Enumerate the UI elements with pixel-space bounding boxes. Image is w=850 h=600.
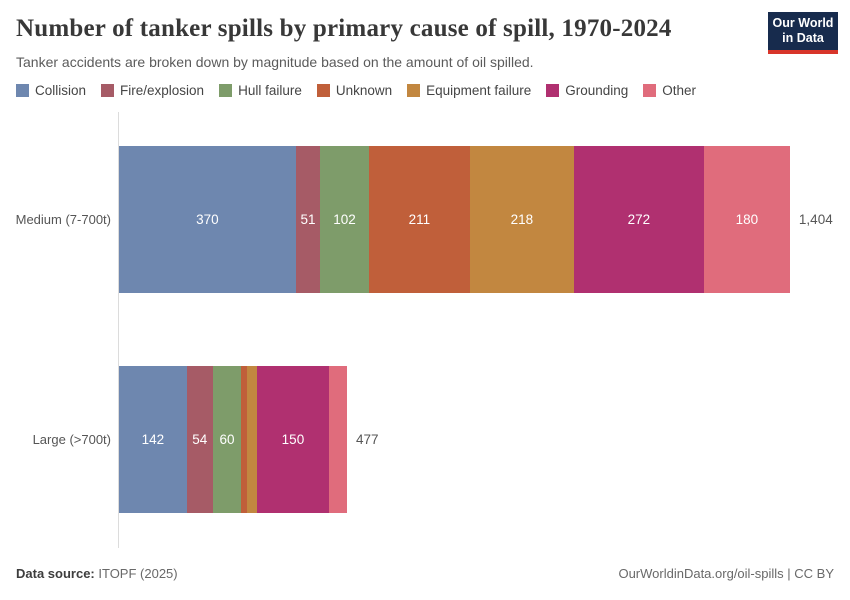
legend-label: Fire/explosion <box>120 83 205 98</box>
legend-item-collision[interactable]: Collision <box>16 83 86 98</box>
legend-label: Hull failure <box>238 83 302 98</box>
legend-swatch-icon <box>316 84 330 97</box>
category-label: Medium (7-700t) <box>15 211 111 227</box>
legend-item-hull-failure[interactable]: Hull failure <box>219 83 302 98</box>
legend-swatch-icon <box>219 84 233 97</box>
owid-logo[interactable]: Our World in Data <box>768 12 838 54</box>
legend-swatch-icon <box>16 84 29 97</box>
data-source: Data source: ITOPF (2025) <box>16 566 178 581</box>
stacked-bar: 142 54 60 150 <box>119 366 347 513</box>
legend-swatch-icon <box>546 84 560 97</box>
bar-total-label: 1,404 <box>798 212 833 227</box>
bar-segment-equipment-failure[interactable]: 218 <box>469 146 574 293</box>
legend-swatch-icon <box>643 84 657 97</box>
legend: Collision Fire/explosion Hull failure Unkno… <box>16 83 696 98</box>
legend-item-grounding[interactable]: Grounding <box>546 83 628 98</box>
category-label: Large (>700t) <box>32 431 111 447</box>
legend-label: Grounding <box>565 83 629 98</box>
bar-segment-fire-explosion[interactable]: 54 <box>186 366 213 513</box>
legend-item-fire-explosion[interactable]: Fire/explosion <box>101 83 204 98</box>
bar-segment-grounding[interactable]: 150 <box>257 366 329 513</box>
chart-subtitle: Tanker accidents are broken down by magn… <box>16 54 534 70</box>
bar-segment-collision[interactable]: 370 <box>119 146 296 293</box>
chart-area: Medium (7-700t) 370 51 102 211 218 272 180 1,404… <box>0 112 850 552</box>
footer-link[interactable]: OurWorldinData.org/oil-spills | CC BY <box>618 566 834 581</box>
legend-label: Equipment failure <box>426 83 532 98</box>
data-source-value: ITOPF (2025) <box>98 566 178 581</box>
data-source-label: Data source: <box>16 566 95 581</box>
bar-segment-fire-explosion[interactable]: 51 <box>295 146 321 293</box>
legend-label: Collision <box>35 83 87 98</box>
legend-swatch-icon <box>101 84 115 97</box>
legend-label: Unknown <box>335 83 393 98</box>
legend-item-equipment-failure[interactable]: Equipment failure <box>407 83 531 98</box>
bar-segment-collision[interactable]: 142 <box>119 366 187 513</box>
stacked-bar: 370 51 102 211 218 272 180 <box>119 146 790 293</box>
y-axis-line <box>118 112 119 548</box>
logo-text-line1: Our World <box>772 16 834 30</box>
bar-total-label: 477 <box>355 432 379 447</box>
legend-item-other[interactable]: Other <box>643 83 696 98</box>
bar-segment-equipment-failure[interactable] <box>247 366 258 513</box>
legend-swatch-icon <box>407 84 421 97</box>
legend-label: Other <box>662 83 697 98</box>
logo-text-line2: in Data <box>782 31 824 45</box>
bar-segment-grounding[interactable]: 272 <box>573 146 704 293</box>
bar-segment-unknown[interactable]: 211 <box>368 146 470 293</box>
bar-segment-other[interactable] <box>328 366 347 513</box>
chart-footer: Data source: ITOPF (2025) OurWorldinData… <box>16 566 834 581</box>
bar-segment-hull-failure[interactable]: 60 <box>212 366 242 513</box>
bar-segment-hull-failure[interactable]: 102 <box>320 146 369 293</box>
bar-segment-unknown[interactable] <box>241 366 248 513</box>
legend-item-unknown[interactable]: Unknown <box>316 83 393 98</box>
bar-row-large-700t: Large (>700t) 142 54 60 150 477 <box>0 366 378 513</box>
bar-row-medium-7-700t: Medium (7-700t) 370 51 102 211 218 272 180 1,404 <box>0 146 833 293</box>
chart-title: Number of tanker spills by primary cause… <box>16 15 672 42</box>
bar-segment-other[interactable]: 180 <box>703 146 790 293</box>
